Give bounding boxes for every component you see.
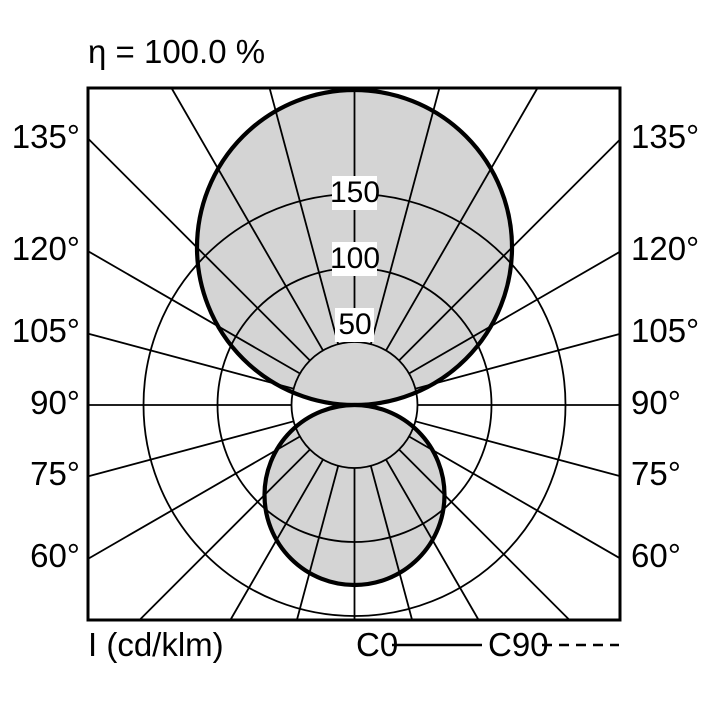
svg-text:90°: 90° <box>30 384 80 421</box>
svg-text:75°: 75° <box>30 455 80 492</box>
svg-text:135°: 135° <box>631 118 699 155</box>
svg-text:105°: 105° <box>631 312 699 349</box>
svg-text:C0: C0 <box>356 626 398 663</box>
svg-text:I (cd/klm): I (cd/klm) <box>88 626 224 663</box>
svg-text:C90: C90 <box>488 626 549 663</box>
svg-text:105°: 105° <box>12 312 80 349</box>
svg-text:120°: 120° <box>631 230 699 267</box>
svg-text:100: 100 <box>330 242 380 275</box>
svg-text:60°: 60° <box>30 537 80 574</box>
svg-text:50: 50 <box>338 308 371 341</box>
svg-text:60°: 60° <box>631 537 681 574</box>
svg-text:η = 100.0 %: η = 100.0 % <box>88 33 265 70</box>
svg-text:90°: 90° <box>631 384 681 421</box>
svg-text:120°: 120° <box>12 230 80 267</box>
svg-text:75°: 75° <box>631 455 681 492</box>
svg-text:135°: 135° <box>12 118 80 155</box>
svg-text:150: 150 <box>330 176 380 209</box>
